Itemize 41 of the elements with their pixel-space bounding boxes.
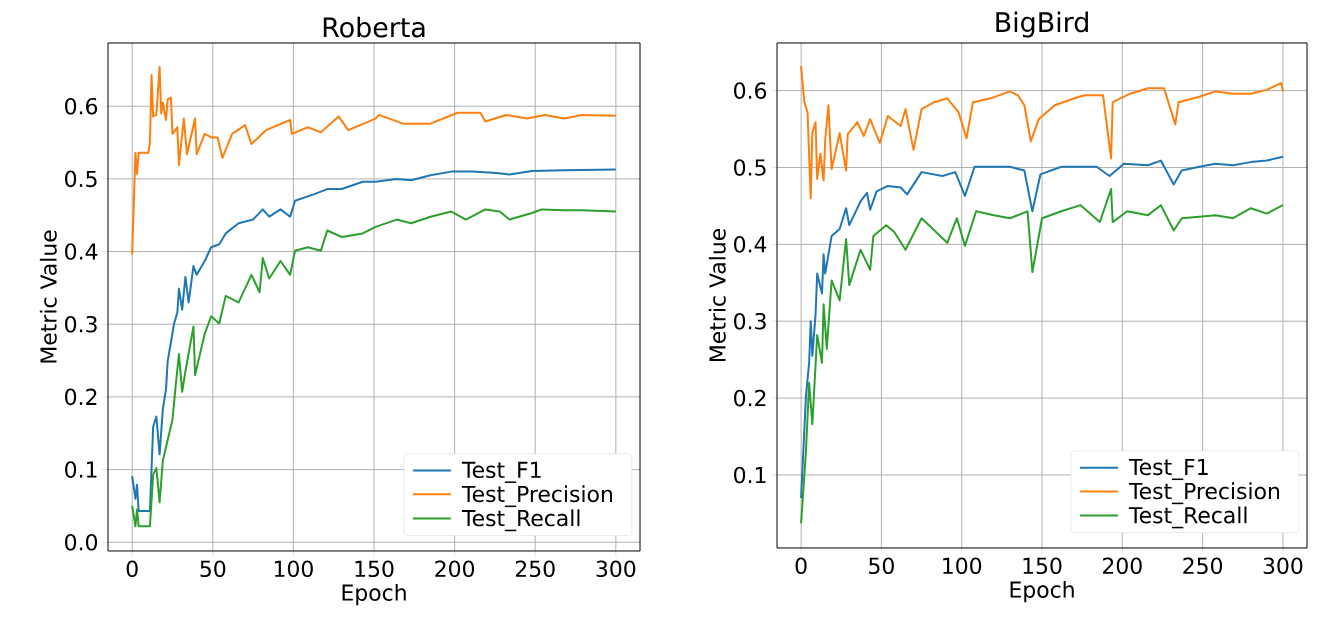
- x-tick-label: 150: [355, 560, 394, 578]
- x-tick-label: 50: [200, 560, 226, 578]
- y-tick-label: 0.5: [734, 159, 766, 176]
- y-tick-label: 0.3: [65, 315, 97, 333]
- line-series: [131, 65, 617, 256]
- line-series: [800, 65, 1284, 200]
- x-tick-label: 100: [943, 557, 982, 575]
- chart-title: BigBird: [996, 11, 1088, 38]
- y-axis-title: Metric Value: [39, 230, 57, 363]
- y-tick-label: 0.0: [65, 533, 98, 551]
- x-tick-label: 200: [1103, 557, 1142, 575]
- x-tick-label: 200: [435, 560, 475, 578]
- y-tick-label: 0.2: [734, 389, 766, 407]
- x-tick-label: 150: [1023, 557, 1062, 575]
- x-tick-label: 0: [126, 560, 138, 578]
- x-tick-label: 300: [1263, 557, 1303, 575]
- x-tick-label: 250: [515, 560, 555, 578]
- x-axis-title: Epoch: [1010, 580, 1074, 603]
- y-axis-title: Metric Value: [708, 228, 726, 361]
- legend-label: Test_Recall: [1128, 506, 1247, 529]
- y-tick-label: 0.4: [734, 236, 767, 253]
- x-tick-label: 0: [795, 557, 807, 575]
- y-tick-label: 0.6: [65, 97, 98, 115]
- x-axis-title: Epoch: [342, 583, 406, 606]
- y-tick-label: 0.3: [734, 312, 766, 330]
- y-tick-label: 0.6: [734, 82, 767, 99]
- y-tick-label: 0.1: [734, 466, 766, 484]
- chart-title: Roberta: [323, 16, 425, 38]
- x-tick-label: 300: [596, 560, 636, 578]
- y-tick-label: 0.4: [65, 243, 98, 260]
- x-tick-label: 250: [1183, 557, 1223, 575]
- x-tick-label: 100: [274, 560, 313, 578]
- legend-label: Test_F1: [461, 461, 541, 483]
- y-tick-label: 0.1: [65, 461, 97, 478]
- x-tick-label: 50: [869, 557, 894, 575]
- y-tick-label: 0.5: [65, 170, 97, 188]
- y-tick-label: 0.2: [65, 388, 97, 406]
- legend-label: Test_F1: [1128, 458, 1208, 481]
- legend-label: Test_Precision: [461, 485, 612, 508]
- legend-label: Test_Recall: [461, 509, 580, 532]
- legend-label: Test_Precision: [1128, 482, 1280, 505]
